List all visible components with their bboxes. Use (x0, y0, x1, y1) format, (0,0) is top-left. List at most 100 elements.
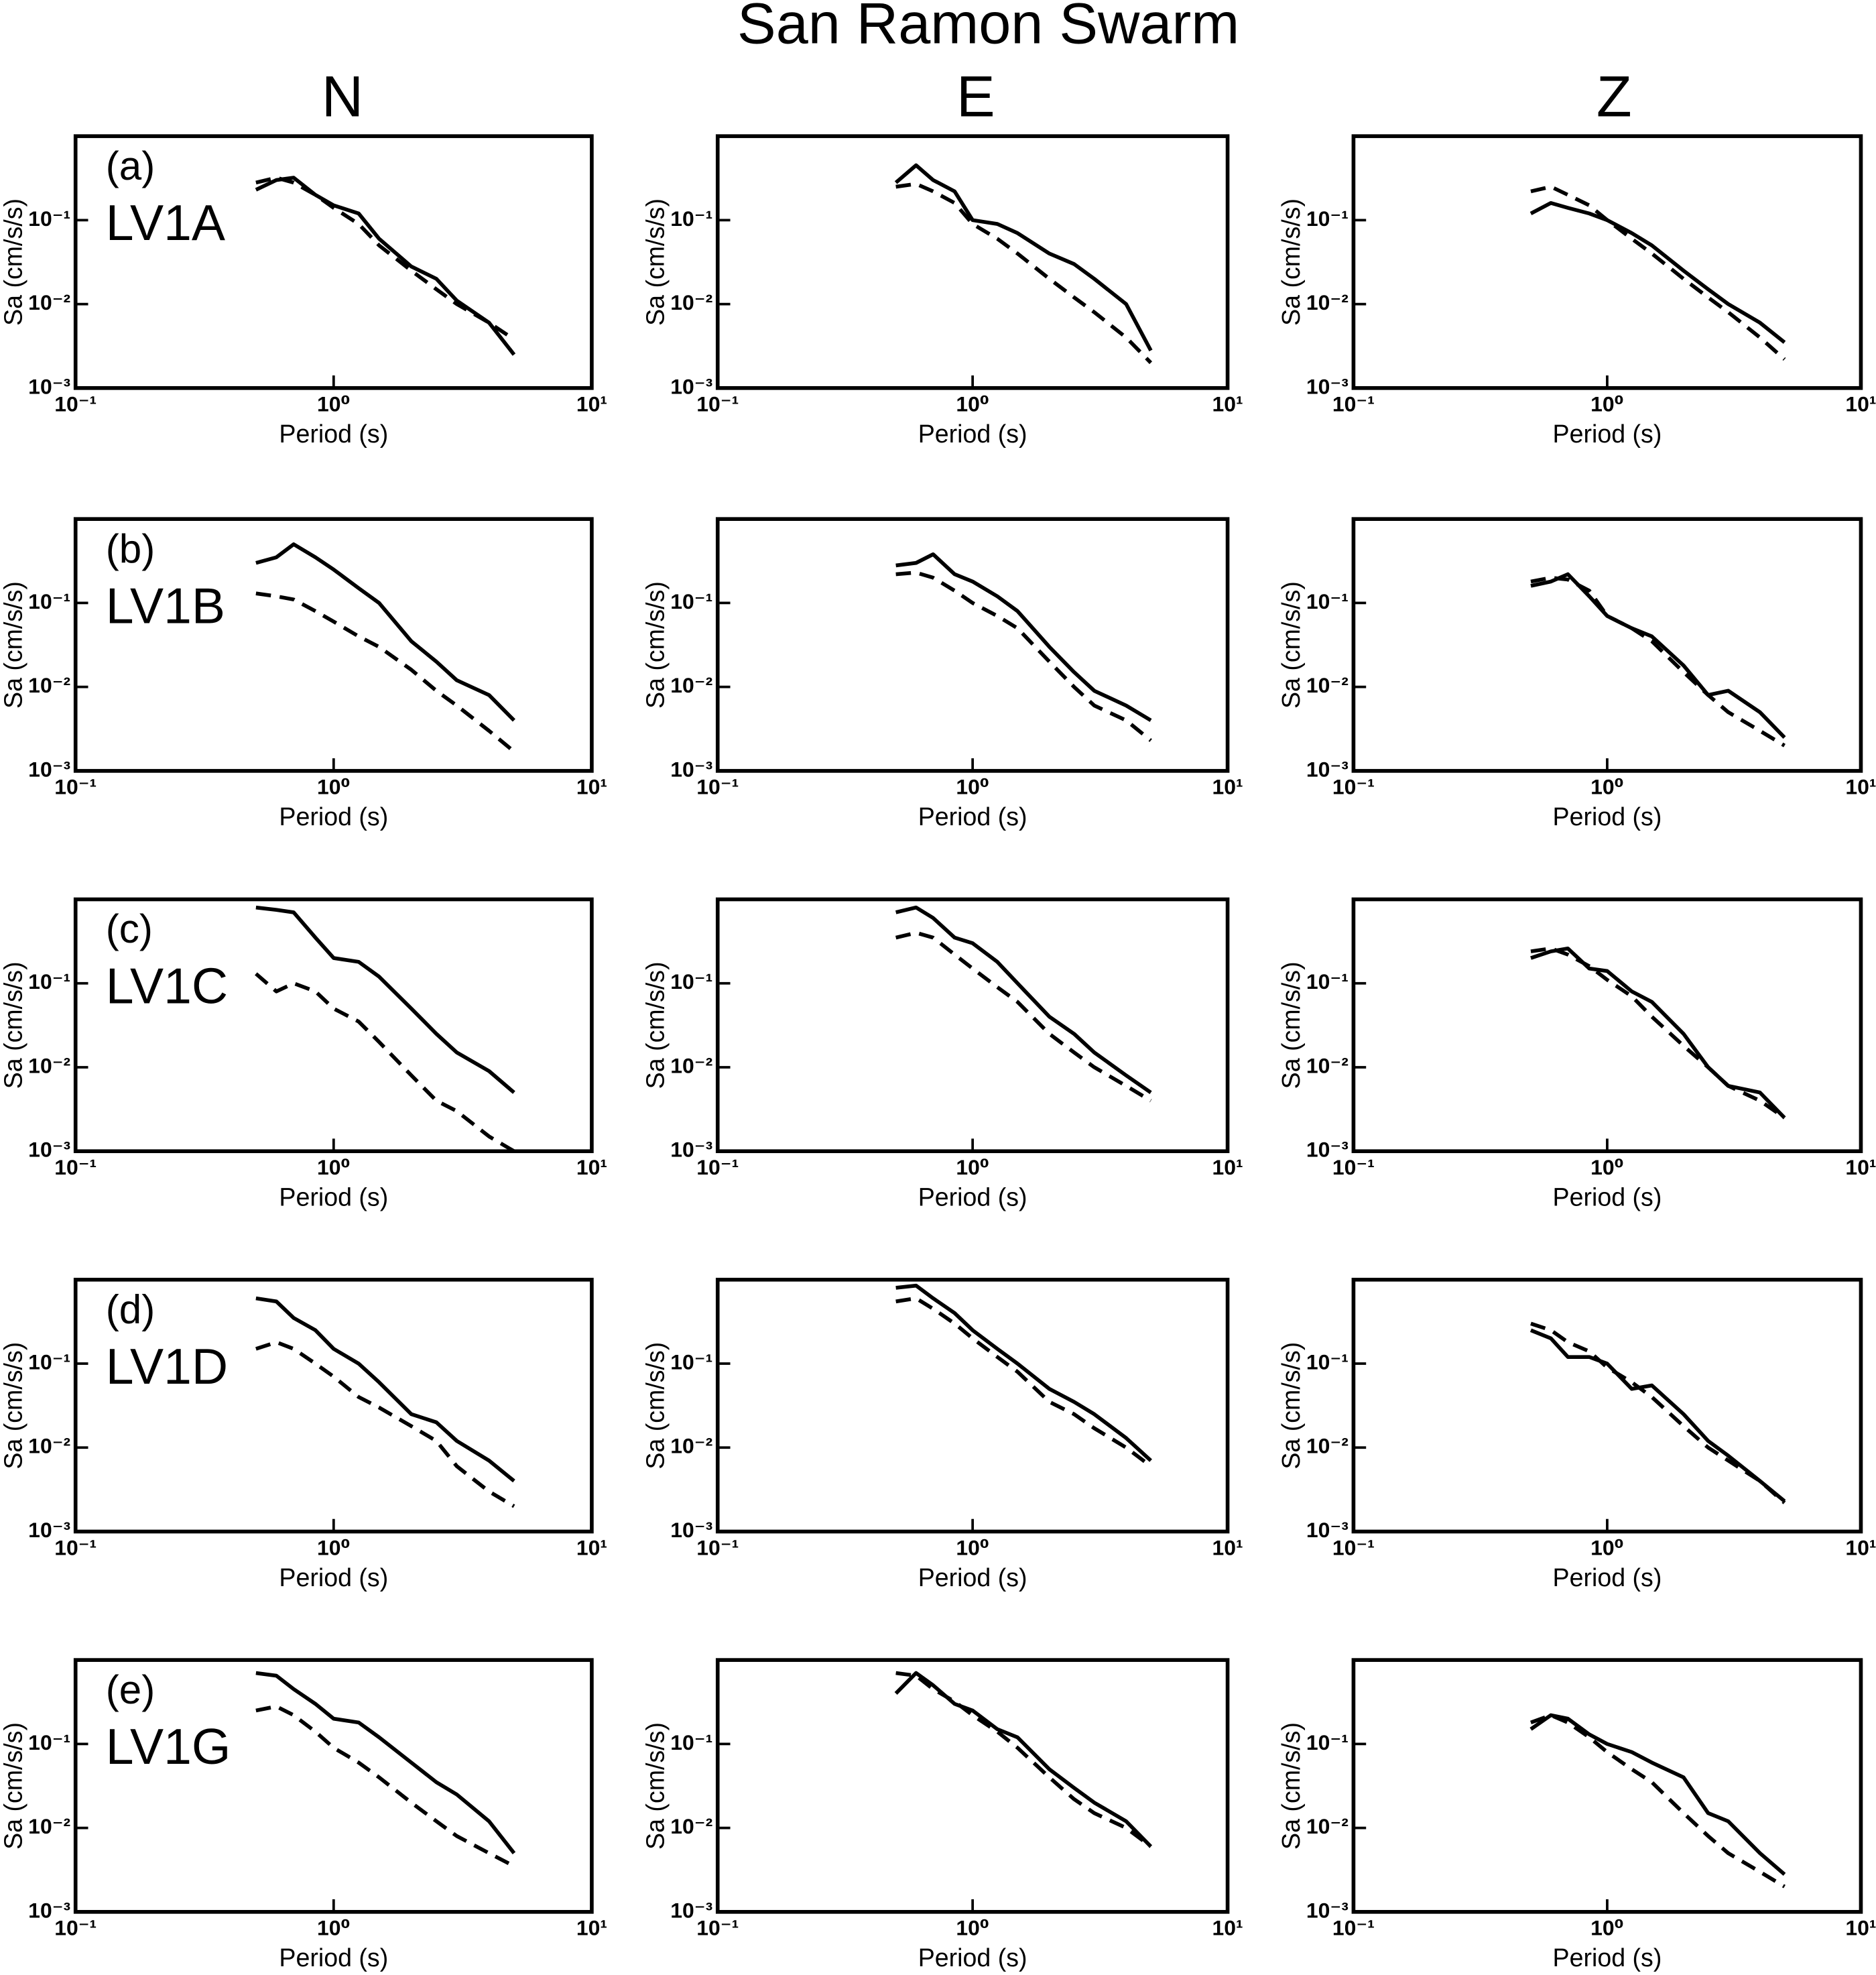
solid-line (895, 552, 1152, 722)
plot-frame (1351, 1277, 1863, 1534)
y-axis-label: Sa (cm/s/s) (0, 1722, 27, 1850)
x-axis-label: Period (s) (918, 420, 1027, 448)
x-axis-label: Period (s) (918, 1183, 1027, 1211)
dashed-line (1530, 575, 1786, 747)
station-label: LV1D (106, 1338, 228, 1394)
y-tick-label: 10⁻¹ (1306, 1730, 1349, 1754)
y-tick-label: 10⁻³ (28, 374, 70, 398)
panel-label: (a) (106, 143, 155, 188)
y-axis-label: Sa (cm/s/s) (0, 198, 27, 326)
y-tick-label: 10⁻² (1306, 1434, 1349, 1458)
dashed-line (1530, 946, 1786, 1120)
y-tick-label: 10⁻¹ (28, 969, 70, 994)
plot-frame (715, 1277, 1230, 1534)
dashed-line (1530, 184, 1786, 361)
y-axis-label: Sa (cm/s/s) (641, 1722, 670, 1850)
dashed-line (255, 176, 515, 341)
solid-line (255, 542, 515, 722)
x-tick-label: 10⁰ (317, 1535, 351, 1559)
y-tick-label: 10⁻¹ (670, 969, 712, 994)
solid-line (895, 1283, 1152, 1462)
x-tick-label: 10⁰ (956, 1916, 989, 1940)
x-tick-label: 10⁰ (956, 1535, 989, 1559)
dashed-line (895, 1671, 1152, 1848)
x-tick-label: 10⁻¹ (54, 392, 97, 416)
y-axis-label: Sa (cm/s/s) (0, 961, 27, 1089)
x-tick-label: 10¹ (1212, 1535, 1243, 1559)
solid-line (1530, 572, 1786, 739)
panel-label: (c) (106, 906, 153, 951)
solid-line (255, 1296, 515, 1483)
dashed-line (895, 182, 1153, 365)
y-tick-label: 10⁻² (670, 673, 712, 697)
y-tick-label: 10⁻³ (28, 757, 70, 781)
plot-frame (715, 897, 1230, 1154)
x-tick-label: 10¹ (1845, 392, 1876, 416)
y-axis-label: Sa (cm/s/s) (1277, 1342, 1305, 1470)
y-axis-label: Sa (cm/s/s) (0, 1342, 27, 1470)
y-tick-label: 10⁻² (670, 1434, 712, 1458)
x-tick-label: 10⁰ (956, 1155, 989, 1179)
x-tick-label: 10⁻¹ (696, 775, 739, 799)
x-tick-label: 10¹ (576, 1155, 607, 1179)
y-tick-label: 10⁻³ (1306, 1898, 1349, 1922)
x-axis-label: Period (s) (918, 1943, 1027, 1972)
x-axis-label: Period (s) (1553, 1943, 1662, 1972)
x-tick-label: 10⁰ (1590, 1155, 1624, 1179)
x-axis-label: Period (s) (279, 802, 388, 831)
y-tick-label: 10⁻¹ (28, 206, 70, 231)
y-tick-label: 10⁻³ (28, 1138, 70, 1162)
y-tick-label: 10⁻¹ (28, 589, 70, 613)
x-axis-label: Period (s) (279, 1183, 388, 1211)
dashed-line (255, 591, 515, 754)
dashed-line (895, 1296, 1152, 1468)
y-tick-label: 10⁻² (28, 673, 70, 697)
y-tick-label: 10⁻³ (1306, 374, 1349, 398)
figure-title: San Ramon Swarm (737, 0, 1239, 56)
y-axis-label: Sa (cm/s/s) (641, 581, 670, 709)
dashed-line (255, 1340, 515, 1508)
dashed-line (895, 931, 1152, 1103)
x-tick-label: 10¹ (1212, 775, 1243, 799)
x-tick-label: 10⁻¹ (696, 392, 739, 416)
x-axis-label: Period (s) (279, 1943, 388, 1972)
plot-frame (1351, 1658, 1863, 1914)
y-tick-label: 10⁻³ (28, 1898, 70, 1922)
plot-frame (1351, 517, 1863, 773)
y-tick-label: 10⁻² (1306, 290, 1349, 314)
solid-line (1529, 1328, 1786, 1503)
x-tick-label: 10¹ (576, 1916, 607, 1940)
x-tick-label: 10⁰ (1590, 775, 1624, 799)
x-tick-label: 10¹ (1845, 1535, 1876, 1559)
y-tick-label: 10⁻¹ (670, 1350, 712, 1374)
y-tick-label: 10⁻² (670, 1814, 712, 1838)
x-axis-label: Period (s) (279, 1563, 388, 1592)
dashed-line (1530, 1321, 1786, 1504)
y-axis-label: Sa (cm/s/s) (1277, 1722, 1305, 1850)
station-label: LV1G (106, 1718, 231, 1775)
x-tick-label: 10¹ (1212, 392, 1243, 416)
y-tick-label: 10⁻³ (670, 1898, 712, 1922)
y-axis-label: Sa (cm/s/s) (641, 1342, 670, 1470)
x-tick-label: 10⁻¹ (54, 1155, 97, 1179)
x-tick-label: 10¹ (576, 775, 607, 799)
plot-frame (715, 1658, 1230, 1914)
y-axis-label: Sa (cm/s/s) (641, 961, 670, 1089)
column-header: N (322, 64, 363, 129)
plot-frame (73, 897, 594, 1154)
solid-line (1529, 200, 1786, 344)
y-tick-label: 10⁻¹ (1306, 969, 1349, 994)
x-tick-label: 10⁰ (1590, 1916, 1624, 1940)
dashed-line (895, 571, 1152, 742)
x-axis-label: Period (s) (918, 802, 1027, 831)
y-tick-label: 10⁻¹ (1306, 206, 1349, 231)
x-tick-label: 10⁻¹ (1332, 1916, 1375, 1940)
panel-label: (d) (106, 1287, 155, 1332)
x-axis-label: Period (s) (1553, 802, 1662, 831)
x-tick-label: 10⁻¹ (696, 1155, 739, 1179)
x-tick-label: 10⁻¹ (54, 775, 97, 799)
x-tick-label: 10⁻¹ (1332, 1155, 1375, 1179)
x-axis-label: Period (s) (918, 1563, 1027, 1592)
